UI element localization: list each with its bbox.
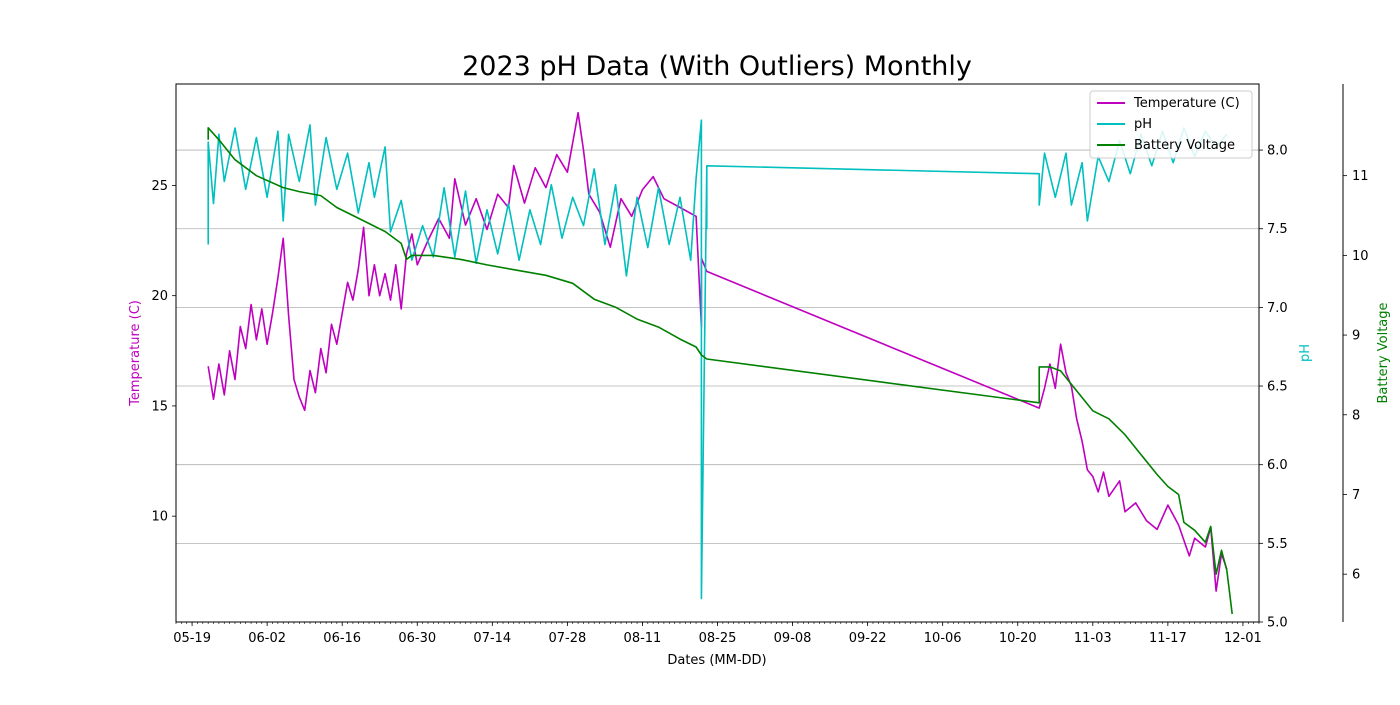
- ph-tick-label-8.0: 8.0: [1267, 144, 1288, 159]
- x-tick-label-11-17: 11-17: [1149, 631, 1187, 646]
- temperature-axis-title: Temperature (C): [128, 300, 143, 407]
- chart-title: 2023 pH Data (With Outliers) Monthly: [462, 51, 972, 82]
- legend-label-temperature: Temperature (C): [1133, 96, 1240, 111]
- temperature-tick-label-20: 20: [151, 289, 168, 304]
- legend-label-ph: pH: [1134, 117, 1152, 132]
- x-tick-label-06-30: 06-30: [398, 631, 436, 646]
- battery-tick-label-7: 7: [1352, 488, 1360, 503]
- x-tick-label-06-02: 06-02: [248, 631, 286, 646]
- legend-label-battery: Battery Voltage: [1134, 138, 1235, 153]
- x-tick-label-05-19: 05-19: [173, 631, 211, 646]
- x-tick-label-07-14: 07-14: [473, 631, 511, 646]
- x-tick-label-10-20: 10-20: [999, 631, 1037, 646]
- ph-tick-label-7.0: 7.0: [1267, 301, 1288, 316]
- x-tick-label-08-25: 08-25: [699, 631, 737, 646]
- ph-tick-label-6.0: 6.0: [1267, 458, 1288, 473]
- x-axis-title: Dates (MM-DD): [667, 653, 766, 668]
- ph-tick-label-6.5: 6.5: [1267, 380, 1288, 395]
- series-line-ph: [207, 119, 1228, 600]
- x-tick-label-06-16: 06-16: [323, 631, 361, 646]
- ph-tick-label-5.0: 5.0: [1267, 616, 1288, 631]
- legend-item-temperature: Temperature (C): [1097, 96, 1240, 111]
- battery-tick-label-6: 6: [1352, 568, 1360, 583]
- x-tick-label-09-22: 09-22: [849, 631, 887, 646]
- x-tick-label-10-06: 10-06: [924, 631, 962, 646]
- legend: Temperature (C) pH Battery Voltage: [1089, 90, 1253, 159]
- ph-axis-title: pH: [1298, 344, 1313, 362]
- x-tick-label-08-11: 08-11: [624, 631, 662, 646]
- legend-item-battery: Battery Voltage: [1097, 138, 1235, 153]
- x-tick-label-12-01: 12-01: [1224, 631, 1262, 646]
- series-line-battery: [207, 127, 1233, 615]
- battery-tick-label-9: 9: [1352, 329, 1360, 344]
- battery-tick-label-8: 8: [1352, 408, 1360, 423]
- battery-tick-label-10: 10: [1352, 249, 1369, 264]
- legend-item-ph: pH: [1097, 117, 1152, 132]
- x-tick-label-07-28: 07-28: [548, 631, 586, 646]
- temperature-tick-label-25: 25: [151, 179, 168, 194]
- plot-layer: [207, 111, 1233, 615]
- axis-layer: 05-19 06-02 06-16 06-30 07-14 07-28 08-11 08-25…: [151, 144, 1368, 646]
- battery-axis-title: Battery Voltage: [1376, 302, 1391, 403]
- x-tick-label-11-03: 11-03: [1074, 631, 1112, 646]
- temperature-tick-label-10: 10: [151, 510, 168, 525]
- ph-tick-label-7.5: 7.5: [1267, 222, 1288, 237]
- temperature-tick-label-15: 15: [151, 399, 168, 414]
- grid-layer: [176, 149, 1259, 623]
- battery-tick-label-11: 11: [1352, 169, 1369, 184]
- ph-tick-label-5.5: 5.5: [1267, 537, 1288, 552]
- legend-box: [1089, 90, 1253, 159]
- x-tick-label-09-08: 09-08: [774, 631, 812, 646]
- series-line-temperature: [207, 111, 1228, 592]
